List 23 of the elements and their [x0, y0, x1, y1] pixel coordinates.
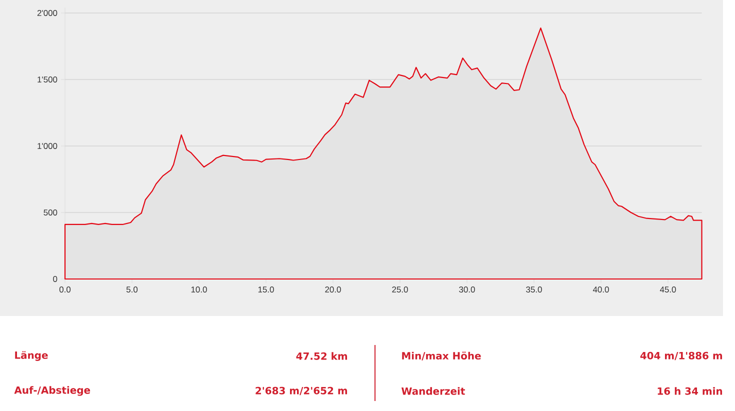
y-tick-label: 2'000 [37, 10, 58, 16]
y-tick-label: 0 [53, 276, 58, 282]
x-tick-label: 40.0 [592, 286, 609, 293]
x-tick-label: 30.0 [459, 286, 475, 293]
y-tick-label: 1'500 [38, 76, 58, 82]
x-tick-label: 0.0 [59, 286, 71, 293]
text: Wanderzeit [402, 387, 465, 395]
text: Min/max Höhe [402, 352, 481, 360]
text: 47.52 km [296, 352, 348, 360]
x-tick-label: 45.0 [660, 286, 676, 293]
text: Länge [15, 351, 48, 361]
text: 16 h 34 min [658, 387, 722, 395]
x-tick-label: 20.0 [325, 286, 341, 293]
y-tick-label: 1'000 [38, 143, 58, 149]
x-tick-label: 35.0 [526, 286, 542, 293]
text: 2'683 m/2'652 m [256, 386, 348, 396]
text: 404 m/1'886 m [640, 352, 722, 360]
x-tick-label: 10.0 [191, 286, 207, 293]
x-tick-label: 25.0 [392, 286, 408, 293]
y-tick-label: 500 [44, 210, 58, 216]
text: Auf-/Abstiege [14, 386, 90, 396]
x-tick-label: 5.0 [126, 286, 138, 293]
x-tick-label: 15.0 [258, 286, 274, 293]
